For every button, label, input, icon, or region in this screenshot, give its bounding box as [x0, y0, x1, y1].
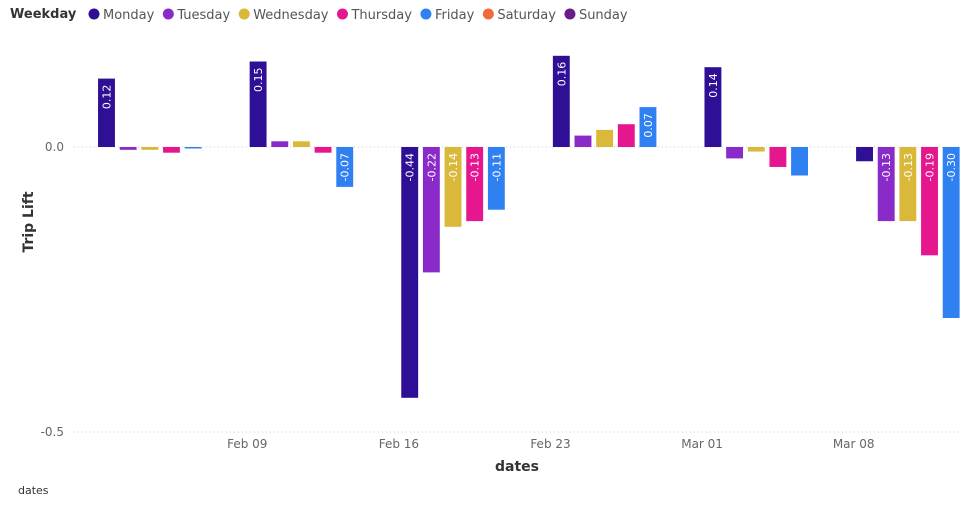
bar-friday[interactable] — [184, 147, 202, 149]
y-tick-label: -0.5 — [41, 425, 64, 439]
bar-tuesday[interactable] — [877, 147, 895, 222]
data-label: 0.07 — [642, 113, 655, 138]
legend-label-tuesday: Tuesday — [176, 8, 230, 23]
bar-friday[interactable] — [942, 147, 960, 318]
x-tick-label: Feb 16 — [379, 437, 419, 451]
bar-thursday[interactable] — [769, 147, 787, 167]
legend-swatch-thursday — [336, 8, 348, 20]
bar-monday[interactable] — [856, 147, 873, 162]
bar-monday[interactable] — [98, 78, 115, 147]
bar-tuesday[interactable] — [422, 147, 440, 273]
bar-wednesday[interactable] — [596, 129, 614, 147]
bar-tuesday[interactable] — [574, 135, 592, 147]
y-axis-title: Trip Lift — [21, 191, 37, 252]
data-label: -0.14 — [447, 153, 460, 181]
data-label: -0.13 — [469, 153, 482, 181]
legend-label-sunday: Sunday — [579, 8, 628, 23]
bar-wednesday[interactable] — [747, 147, 765, 152]
bar-tuesday[interactable] — [271, 141, 289, 147]
legend-item-wednesday[interactable]: Wednesday — [238, 8, 329, 23]
data-label: 0.14 — [707, 73, 720, 98]
bar-thursday[interactable] — [163, 147, 180, 153]
legend-label-thursday: Thursday — [350, 8, 412, 23]
legend-label-saturday: Saturday — [497, 8, 556, 23]
bar-thursday[interactable] — [921, 147, 938, 256]
bar-friday[interactable] — [639, 107, 657, 147]
legend-item-monday[interactable]: Monday — [88, 8, 155, 23]
x-tick-label: Feb 23 — [530, 437, 570, 451]
data-label: -0.13 — [902, 153, 915, 181]
legend-label-monday: Monday — [103, 8, 155, 23]
data-label: -0.22 — [425, 153, 438, 181]
legend-item-thursday[interactable]: Thursday — [336, 8, 412, 23]
legend-swatch-wednesday — [238, 8, 250, 20]
legend-title: Weekday — [10, 7, 77, 22]
bar-monday[interactable] — [401, 147, 419, 398]
data-label: 0.12 — [100, 85, 113, 110]
x-axis-ticks: Feb 09 Feb 16 Feb 23 Mar 01 Mar 08 — [227, 437, 874, 451]
legend-swatch-sunday — [564, 8, 576, 20]
x-tick-label: Mar 08 — [833, 437, 875, 451]
data-label: -0.11 — [490, 153, 503, 181]
bar-monday[interactable] — [552, 55, 570, 147]
bar-monday[interactable] — [704, 67, 722, 147]
x-tick-label: Feb 09 — [227, 437, 267, 451]
bar-thursday[interactable] — [314, 147, 332, 153]
x-axis-title: dates — [495, 459, 539, 475]
bar-tuesday[interactable] — [726, 147, 744, 159]
bar-thursday[interactable] — [466, 147, 484, 222]
bar-friday[interactable] — [487, 147, 505, 210]
gridlines — [74, 146, 962, 433]
legend-item-sunday[interactable]: Sunday — [564, 8, 628, 23]
data-label: -0.19 — [924, 153, 937, 181]
bar-wednesday[interactable] — [899, 147, 917, 222]
bar-wednesday[interactable] — [292, 141, 310, 147]
legend-item-saturday[interactable]: Saturday — [482, 8, 556, 23]
data-label: 0.15 — [252, 68, 265, 93]
bar-wednesday[interactable] — [141, 147, 159, 150]
bar-friday[interactable] — [336, 147, 354, 187]
legend-label-friday: Friday — [435, 8, 475, 23]
data-label: -0.07 — [339, 153, 352, 181]
y-axis-ticks: 0.0 -0.5 — [41, 140, 64, 439]
bar-wednesday[interactable] — [444, 147, 462, 227]
footer-label: dates — [18, 484, 49, 497]
data-label: -0.30 — [945, 153, 958, 181]
data-label: -0.44 — [404, 153, 417, 181]
legend-swatch-friday — [420, 8, 432, 20]
y-tick-label: 0.0 — [45, 140, 64, 154]
legend-swatch-saturday — [482, 8, 494, 20]
legend-item-tuesday[interactable]: Tuesday — [162, 8, 231, 23]
legend-swatch-tuesday — [162, 8, 174, 20]
legend: Weekday Monday Tuesday Wednesday Thursday Fr… — [10, 7, 628, 23]
bars — [98, 55, 960, 398]
bar-tuesday[interactable] — [119, 147, 137, 150]
x-tick-label: Mar 01 — [681, 437, 723, 451]
data-labels: 0.12 0.15 -0.07 -0.44 -0.22 -0.14 -0.13 -0.11 0.… — [100, 62, 958, 182]
bar-thursday[interactable] — [617, 124, 635, 147]
legend-swatch-monday — [88, 8, 100, 20]
bar-monday[interactable] — [249, 61, 267, 148]
bar-friday[interactable] — [791, 147, 809, 176]
data-label: 0.16 — [555, 62, 568, 87]
legend-label-wednesday: Wednesday — [253, 8, 329, 23]
data-label: -0.13 — [880, 153, 893, 181]
legend-item-friday[interactable]: Friday — [420, 8, 475, 23]
